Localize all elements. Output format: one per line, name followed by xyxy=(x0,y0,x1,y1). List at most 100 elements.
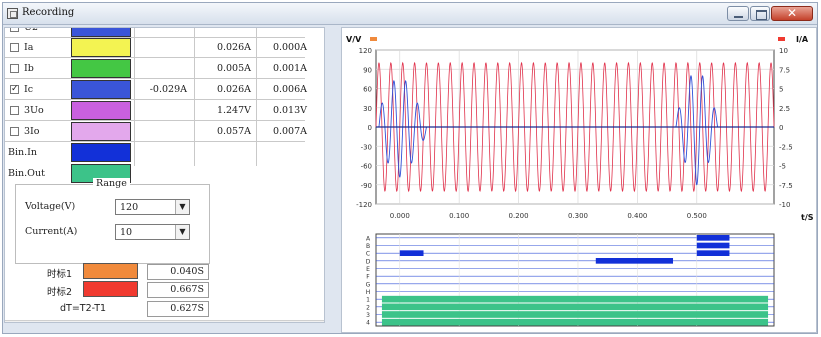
channel-color-swatch[interactable] xyxy=(71,80,131,99)
channel-checkbox[interactable] xyxy=(10,106,19,115)
channel-color-swatch[interactable] xyxy=(71,28,131,37)
channel-value-2: 1.247V xyxy=(216,105,251,116)
channel-color-swatch[interactable] xyxy=(71,59,131,78)
marker-t2-value: 0.667S xyxy=(147,282,209,298)
x-tick-label: 0.500 xyxy=(687,212,707,220)
channel-name: 3Io xyxy=(24,126,40,137)
close-button[interactable]: ✕ xyxy=(771,6,813,21)
binary-in-block xyxy=(399,250,424,256)
horizontal-scrollbar[interactable] xyxy=(5,320,324,322)
channel-value-1: -0.029A xyxy=(149,84,187,95)
current-select-value: 10 xyxy=(120,227,133,238)
digital-row-label: A xyxy=(366,235,371,242)
channel-name: Ic xyxy=(24,84,34,95)
y2-tick-label: 2.5 xyxy=(779,105,790,113)
y2-tick-label: 10 xyxy=(779,47,788,55)
channel-name: 3Uo xyxy=(24,105,44,116)
digital-row-label: B xyxy=(366,243,370,250)
channel-value-2: 0.026A xyxy=(216,84,251,95)
digital-row-label: 3 xyxy=(366,312,370,319)
y2-tick-label: 7.5 xyxy=(779,66,790,74)
y2-tick-label: -7.5 xyxy=(779,182,793,190)
voltage-label: Voltage(V) xyxy=(25,201,76,212)
channel-value-2: 0.057A xyxy=(216,126,251,137)
marker-t1-value: 0.040S xyxy=(147,264,209,280)
y-tick-label: 0 xyxy=(368,124,372,132)
channel-row[interactable]: U2 xyxy=(5,28,305,38)
channel-value-3: 0.000A xyxy=(272,42,307,53)
channel-value-3: 0.006A xyxy=(272,84,307,95)
binary-channel-row[interactable]: Bin.Out xyxy=(5,164,305,184)
chevron-down-icon[interactable]: ▼ xyxy=(175,200,189,214)
binary-channel-row[interactable]: Bin.In xyxy=(5,143,305,163)
x-axis-label: t/S xyxy=(801,213,814,222)
waveform-chart[interactable]: 120 10 90 7.5 60 5 30 2.5 0 0 -30 -2.5 -60 -5 -90 -7.5 -… xyxy=(342,28,818,334)
channel-row[interactable]: Ib 0.005A 0.001A xyxy=(5,59,307,79)
binary-out-block xyxy=(381,318,769,326)
title-bar[interactable]: Recording ✕ xyxy=(3,3,817,25)
binary-out-block xyxy=(381,295,769,303)
y2-axis-label: I/A xyxy=(796,35,809,44)
current-select[interactable]: 10 ▼ xyxy=(115,224,190,240)
binary-out-block xyxy=(381,311,769,318)
channel-value-2: 0.005A xyxy=(216,63,251,74)
channel-color-swatch[interactable] xyxy=(71,101,131,120)
marker-t2-flag xyxy=(778,37,785,41)
channel-value-3: 0.007A xyxy=(272,126,307,137)
range-title: Range xyxy=(93,178,130,189)
binary-out-block xyxy=(381,303,769,311)
y-axis-label: V/V xyxy=(346,35,362,44)
channel-row[interactable]: Ia 0.026A 0.000A xyxy=(5,38,307,58)
channel-checkbox[interactable] xyxy=(10,43,19,52)
y-tick-label: 120 xyxy=(359,47,372,55)
channel-checkbox[interactable] xyxy=(10,28,19,32)
y-tick-label: 30 xyxy=(363,105,372,113)
current-label: Current(A) xyxy=(25,226,78,237)
channel-color-swatch[interactable] xyxy=(71,38,131,57)
y2-tick-label: -2.5 xyxy=(779,143,793,151)
channel-row[interactable]: ✓ Ic -0.029A 0.026A 0.006A xyxy=(5,80,307,100)
y-tick-label: -120 xyxy=(356,201,372,209)
channel-checkbox[interactable] xyxy=(10,64,19,73)
digital-row-label: F xyxy=(366,274,370,281)
digital-row-label: E xyxy=(366,266,370,273)
y2-tick-label: 5 xyxy=(779,86,783,94)
channel-row[interactable]: 3Uo 1.247V 0.013V xyxy=(5,101,307,121)
channel-name: Ib xyxy=(24,63,34,74)
digital-row-label: H xyxy=(366,289,371,296)
digital-row-label: 1 xyxy=(366,297,370,304)
maximize-button[interactable] xyxy=(750,6,770,21)
chevron-down-icon[interactable]: ▼ xyxy=(175,225,189,239)
y2-tick-label: -5 xyxy=(779,163,786,171)
binary-color-swatch[interactable] xyxy=(71,143,131,162)
channel-value-3: 0.013V xyxy=(272,105,307,116)
x-tick-label: 0.100 xyxy=(449,212,469,220)
x-tick-label: 0.200 xyxy=(509,212,529,220)
column-divider xyxy=(194,28,195,166)
binary-in-block xyxy=(595,258,674,264)
y2-tick-label: -10 xyxy=(779,201,790,209)
channel-checkbox[interactable]: ✓ xyxy=(10,84,19,94)
delta-t-label: dT=T2-T1 xyxy=(60,303,107,314)
channel-name: Ia xyxy=(24,42,34,53)
minimize-button[interactable] xyxy=(727,6,749,21)
delta-t-value: 0.627S xyxy=(147,301,209,317)
column-divider xyxy=(134,28,135,166)
recording-window: Recording ✕ U2 Ia 0.026A 0.000A Ib 0.005A 0.00… xyxy=(2,2,818,334)
binary-in-block xyxy=(696,242,730,249)
marker-t1-swatch xyxy=(83,263,138,279)
channel-color-swatch[interactable] xyxy=(71,122,131,141)
channel-checkbox[interactable] xyxy=(10,127,19,136)
marker-t1-flag xyxy=(370,37,377,41)
voltage-select[interactable]: 120 ▼ xyxy=(115,199,190,215)
marker-t2-swatch xyxy=(83,281,138,297)
channel-row[interactable]: 3Io 0.057A 0.007A xyxy=(5,122,307,142)
binary-channel-name: Bin.In xyxy=(8,147,38,158)
digital-row-label: D xyxy=(366,258,371,265)
digital-row-label: C xyxy=(366,251,370,258)
marker-t1-label: 时标1 xyxy=(47,269,73,280)
close-icon: ✕ xyxy=(786,6,798,20)
digital-row-label: G xyxy=(366,281,371,288)
y-tick-label: -60 xyxy=(361,163,372,171)
digital-row-label: 4 xyxy=(366,320,370,327)
